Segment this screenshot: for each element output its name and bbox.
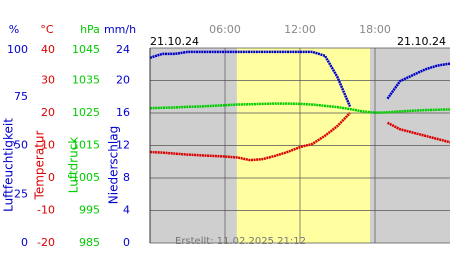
x-tick-label: 12:00 xyxy=(284,23,316,36)
axis-title: Temperatur xyxy=(33,130,47,200)
x-tick-label: 06:00 xyxy=(209,23,241,36)
axis-title: Luftfeuchtigkeit xyxy=(2,118,16,212)
series-line xyxy=(149,50,450,107)
y-tick-label: 30 xyxy=(41,74,55,87)
series-line xyxy=(149,102,450,114)
x-tick-label: 18:00 xyxy=(359,23,391,36)
y-tick-label: 20 xyxy=(41,106,55,119)
y-tick-label: 1015 xyxy=(72,139,100,152)
y-tick-label: 995 xyxy=(79,204,100,217)
y-tick-label: 985 xyxy=(79,236,100,249)
axis-unit: °C xyxy=(40,23,54,36)
y-tick-label: 16 xyxy=(116,106,130,119)
y-tick-label: -20 xyxy=(37,236,55,249)
y-tick-label: 1045 xyxy=(72,43,100,56)
y-tick-label: 4 xyxy=(123,204,130,217)
y-tick-label: 8 xyxy=(123,171,130,184)
y-tick-label: -10 xyxy=(37,204,55,217)
axis-title: Luftdruck xyxy=(67,137,81,194)
y-tick-label: 1035 xyxy=(72,74,100,87)
y-tick-label: 50 xyxy=(14,139,28,152)
series-line xyxy=(149,112,450,162)
y-tick-label: 1005 xyxy=(72,171,100,184)
axis-title: Niederschlag xyxy=(107,126,121,204)
footer: Erstellt: 11.02.2025 21:12 xyxy=(175,236,306,247)
y-tick-label: 0 xyxy=(123,236,130,249)
y-tick-label: 40 xyxy=(41,43,55,56)
y-tick-label: 0 xyxy=(48,171,55,184)
date-label: 21.10.24 xyxy=(397,35,446,48)
y-tick-label: 0 xyxy=(21,236,28,249)
y-tick-label: 75 xyxy=(14,90,28,103)
y-tick-label: 25 xyxy=(14,187,28,200)
axis-unit: hPa xyxy=(80,23,100,36)
axis-unit: mm/h xyxy=(104,23,136,36)
y-tick-label: 20 xyxy=(116,74,130,87)
y-tick-label: 12 xyxy=(116,139,130,152)
y-tick-label: 10 xyxy=(41,139,55,152)
y-tick-label: 1025 xyxy=(72,106,100,119)
y-tick-label: 100 xyxy=(7,43,28,56)
y-tick-label: 24 xyxy=(116,43,130,56)
axis-unit: % xyxy=(9,23,19,36)
date-label: 21.10.24 xyxy=(150,35,199,48)
